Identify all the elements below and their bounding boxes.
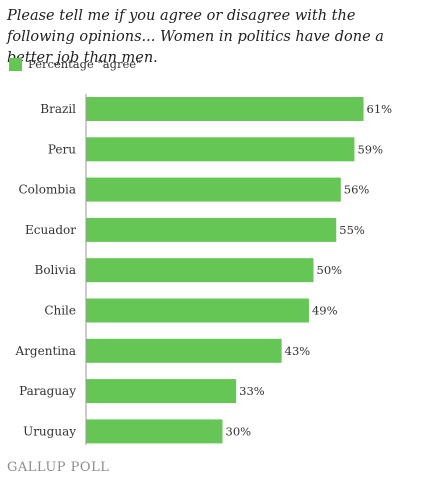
category-label: Peru — [48, 142, 76, 156]
category-label: Chile — [44, 304, 76, 318]
bar — [86, 217, 337, 242]
category-label: Uruguay — [23, 424, 76, 438]
category-label: Brazil — [40, 102, 76, 116]
chart-title: Please tell me if you agree or disagree … — [7, 8, 384, 66]
data-label: 49% — [312, 304, 338, 318]
legend-label: Percentage "agree" — [28, 57, 142, 71]
data-label: 55% — [339, 223, 365, 237]
data-label: 30% — [226, 424, 252, 438]
bar — [86, 338, 282, 363]
category-label: Argentina — [15, 344, 76, 358]
category-label: Colombia — [18, 183, 76, 197]
data-label: 56% — [344, 183, 370, 197]
data-label: 61% — [367, 102, 393, 116]
bar — [86, 258, 314, 283]
category-label: Bolivia — [35, 263, 77, 277]
data-label: 50% — [317, 263, 343, 277]
bar — [86, 97, 364, 121]
category-label: Ecuador — [25, 223, 76, 237]
bar — [86, 177, 341, 202]
gallup-poll-logo: GALLUP POLL — [7, 460, 110, 475]
data-label: 33% — [239, 384, 265, 398]
bar — [86, 137, 355, 162]
legend-swatch — [9, 57, 22, 71]
bar — [86, 298, 309, 323]
data-label: 59% — [357, 142, 383, 156]
legend: Percentage "agree" — [9, 57, 141, 71]
bar — [86, 379, 237, 404]
data-label: 43% — [285, 344, 311, 358]
bar — [86, 419, 223, 444]
category-label: Paraguay — [19, 384, 76, 398]
